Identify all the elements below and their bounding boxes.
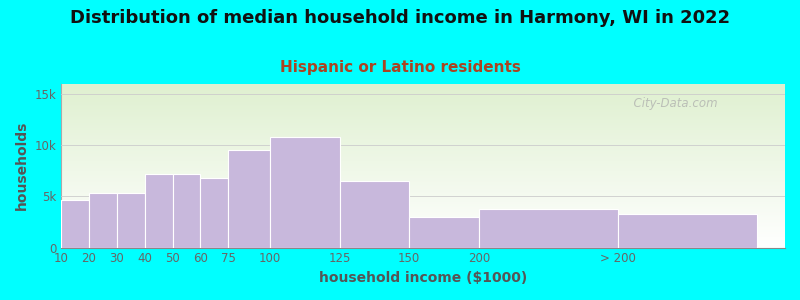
Bar: [200, 178, 228, 248]
Y-axis label: households: households: [15, 121, 29, 211]
Bar: [618, 214, 757, 247]
Bar: [173, 174, 200, 248]
X-axis label: household income ($1000): household income ($1000): [319, 271, 527, 285]
Text: Hispanic or Latino residents: Hispanic or Latino residents: [279, 60, 521, 75]
Bar: [117, 194, 145, 247]
Bar: [409, 217, 478, 248]
Bar: [61, 200, 89, 247]
Bar: [89, 194, 117, 247]
Text: Distribution of median household income in Harmony, WI in 2022: Distribution of median household income …: [70, 9, 730, 27]
Bar: [270, 137, 339, 247]
Bar: [339, 181, 409, 248]
Bar: [478, 209, 618, 248]
Bar: [145, 174, 173, 248]
Bar: [228, 151, 270, 248]
Text: City-Data.com: City-Data.com: [626, 97, 718, 110]
